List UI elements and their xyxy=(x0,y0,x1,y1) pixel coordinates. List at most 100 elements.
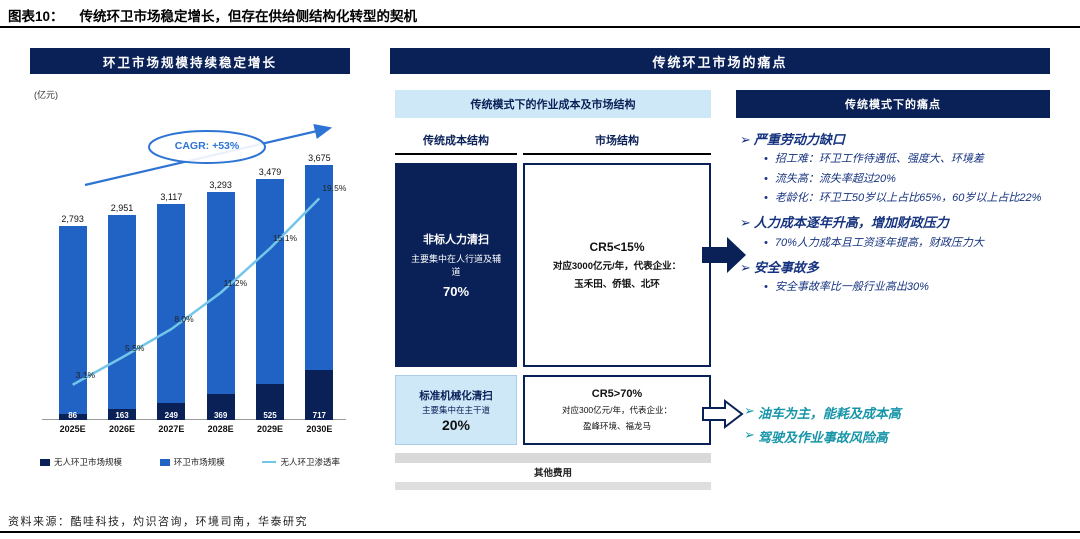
bar-unmanned-segment: 369 xyxy=(206,394,235,420)
x-axis-label: 2027E xyxy=(158,424,185,434)
pain-point-bullet-text: 70%人力成本且工资逐年提高，财政压力大 xyxy=(774,236,984,249)
bar-total: 525 xyxy=(256,178,284,420)
mech-market-companies: 盈峰环境、福龙马 xyxy=(582,421,651,431)
pain-point-bullet-text: 流失高：流失率超过20% xyxy=(774,172,896,185)
vehicle-pain-points-list: ➢ 油车为主，能耗及成本高 ➢ 驾驶及作业事故风险高 xyxy=(744,398,901,446)
bar-unmanned-segment: 525 xyxy=(256,383,284,420)
cagr-label: CAGR: +53% xyxy=(174,140,240,152)
cost-structure-section: 传统模式下的作业成本及市场结构 传统成本结构 市场结构 非标人力清扫 主要集中在… xyxy=(395,90,711,490)
other-cost-label: 其他费用 xyxy=(533,468,572,479)
bar-unmanned-value: 249 xyxy=(164,411,178,420)
pain-section-header: 传统模式下的痛点 xyxy=(736,90,1050,118)
legend-item: 无人环卫市场规模 xyxy=(40,456,122,468)
pain-point-group: ➢ 安全事故多 • 安全事故率比一般行业高出30% xyxy=(740,260,1050,296)
penetration-line xyxy=(72,197,321,386)
x-axis-label: 2029E xyxy=(256,424,284,434)
pain-point-bullet-text: 安全事故率比一般行业高出30% xyxy=(774,281,929,294)
left-panel-header: 环卫市场规模持续稳定增长 xyxy=(30,48,350,74)
legend-box-swatch xyxy=(159,458,170,466)
mech-box-subtitle: 主要集中在主干道 xyxy=(421,404,490,415)
arrow-bullet-icon: ➢ xyxy=(744,403,755,418)
pain-point-group: ➢ 严重劳动力缺口 • 招工难：环卫工作待遇低、强度大、环境差 • 流失高：流失率超过20… xyxy=(740,132,1050,206)
penetration-value-label: 15.1% xyxy=(273,233,298,244)
mech-market-cr: CR5>70% xyxy=(591,388,643,400)
pain-point-title-text: 人力成本逐年升高，增加财政压力 xyxy=(753,215,949,231)
pain-point-title: ➢ 安全事故多 xyxy=(740,260,1050,276)
bar-unmanned-segment: 86 xyxy=(58,411,87,420)
dot-bullet-icon: • xyxy=(764,281,768,294)
manual-box-share: 70% xyxy=(442,284,470,300)
arrow-bullet-icon: ➢ xyxy=(740,260,751,276)
pain-point-bullet: • 安全事故率比一般行业高出30% xyxy=(740,280,1050,295)
bottom-divider xyxy=(0,531,1080,533)
plot-area: 86 2,793 2025E 3.1% 163 2,951 2026E 5.5% 249 3,11… xyxy=(42,153,347,434)
vehicle-pain-point-text: 驾驶及作业事故风险高 xyxy=(757,430,888,445)
manual-box-subtitle: 主要集中在人行道及辅道 xyxy=(410,253,501,277)
bar-unmanned-segment: 163 xyxy=(108,408,136,420)
bar-unmanned-value: 86 xyxy=(68,411,78,420)
pain-point-title: ➢ 严重劳动力缺口 xyxy=(740,132,1050,148)
pain-points-section: 传统模式下的痛点 ➢ 严重劳动力缺口 • 招工难：环卫工作待遇低、强度大、环境差 • 流失… xyxy=(736,90,1050,500)
legend-label: 无人环卫渗透率 xyxy=(280,457,340,467)
mech-box-title: 标准机械化清扫 xyxy=(419,389,493,402)
bar-total: 163 xyxy=(108,215,136,420)
cost-column-headers: 传统成本结构 市场结构 xyxy=(395,130,711,155)
other-cost-bar xyxy=(395,453,711,463)
pain-points-list: ➢ 严重劳动力缺口 • 招工难：环卫工作待遇低、强度大、环境差 • 流失高：流失率超过20… xyxy=(736,132,1050,296)
bar-unmanned-value: 369 xyxy=(213,411,228,420)
vehicle-pain-point: ➢ 驾驶及作业事故风险高 xyxy=(744,427,901,446)
bar-total: 249 xyxy=(157,203,186,420)
legend-line-swatch xyxy=(262,460,277,464)
bar-unmanned-value: 717 xyxy=(312,411,326,420)
y-axis-unit-label: (亿元) xyxy=(34,90,58,100)
bar-unmanned-value: 525 xyxy=(263,411,277,420)
manual-market-cr: CR5<15% xyxy=(589,240,645,254)
bar-total-value: 3,293 xyxy=(209,179,232,190)
legend-label: 无人环卫市场规模 xyxy=(54,457,123,467)
mech-market-desc: 对应300亿元/年，代表企业： xyxy=(561,405,673,415)
mech-box-share: 20% xyxy=(441,416,471,433)
vehicle-pain-point-text: 油车为主，能耗及成本高 xyxy=(757,406,901,421)
source-note: 资料来源：酷哇科技，灼识咨询，环境司南，华泰研究 xyxy=(8,516,308,528)
bar-total: 86 xyxy=(58,226,87,420)
pain-point-bullet: • 流失高：流失率超过20% xyxy=(740,172,1050,187)
bar-total-value: 3,117 xyxy=(160,191,183,202)
x-axis-label: 2026E xyxy=(108,424,136,434)
pain-point-bullet-text: 老龄化：环卫工50岁以上占比65%，60岁以上占比22% xyxy=(774,192,1042,205)
right-panel-header: 传统环卫市场的痛点 xyxy=(390,48,1050,74)
chart-legend: 无人环卫市场规模 环卫市场规模 无人环卫渗透率 xyxy=(30,456,350,468)
figure-title: 传统环卫市场稳定增长，但存在供给侧结构化转型的契机 xyxy=(79,9,418,24)
manual-market-desc: 对应3000亿元/年，代表企业： xyxy=(552,261,682,272)
x-axis-label: 2030E xyxy=(306,424,333,434)
bar-total-value: 2,951 xyxy=(110,203,134,214)
cost-section-header: 传统模式下的作业成本及市场结构 xyxy=(395,90,711,118)
pain-point-bullet: • 招工难：环卫工作待遇低、强度大、环境差 xyxy=(740,152,1050,167)
bar-total-value: 2,793 xyxy=(61,214,84,225)
mechanical-cleaning-row: 标准机械化清扫 主要集中在主干道 20% CR5>70% 对应300亿元/年，代… xyxy=(395,375,711,445)
pain-point-group: ➢ 人力成本逐年升高，增加财政压力 • 70%人力成本且工资逐年提高，财政压力大 xyxy=(740,215,1050,251)
mechanical-cleaning-box: 标准机械化清扫 主要集中在主干道 20% xyxy=(395,375,517,445)
arrow-bullet-icon: ➢ xyxy=(744,427,755,442)
manual-box-title: 非标人力清扫 xyxy=(423,233,489,246)
manual-market-box: CR5<15% 对应3000亿元/年，代表企业： 玉禾田、侨银、北环 xyxy=(523,163,711,367)
market-structure-column-header: 市场结构 xyxy=(523,130,711,155)
x-axis-line xyxy=(42,419,346,420)
pain-point-bullet-text: 招工难：环卫工作待遇低、强度大、环境差 xyxy=(774,153,984,166)
manual-cleaning-box: 非标人力清扫 主要集中在人行道及辅道 70% xyxy=(395,163,517,367)
bar-unmanned-value: 163 xyxy=(115,411,129,420)
bar-unmanned-segment: 249 xyxy=(157,402,186,420)
manual-market-companies: 玉禾田、侨银、北环 xyxy=(574,279,660,290)
x-axis-label: 2028E xyxy=(207,424,234,434)
bar-total: 717 xyxy=(305,165,334,420)
dot-bullet-icon: • xyxy=(764,153,768,166)
penetration-value-label: 3.1% xyxy=(75,369,96,380)
legend-label: 环卫市场规模 xyxy=(173,457,225,467)
manual-cleaning-row: 非标人力清扫 主要集中在人行道及辅道 70% CR5<15% 对应3000亿元/… xyxy=(395,163,711,367)
pain-point-bullet: • 老龄化：环卫工50岁以上占比65%，60岁以上占比22% xyxy=(740,191,1050,206)
penetration-value-label: 5.5% xyxy=(125,342,145,353)
cost-structure-column-header: 传统成本结构 xyxy=(395,130,517,155)
figure-header: 图表10： 传统环卫市场稳定增长，但存在供给侧结构化转型的契机 xyxy=(8,5,417,25)
pain-point-bullet: • 70%人力成本且工资逐年提高，财政压力大 xyxy=(740,236,1050,251)
penetration-value-label: 19.5% xyxy=(322,183,347,194)
